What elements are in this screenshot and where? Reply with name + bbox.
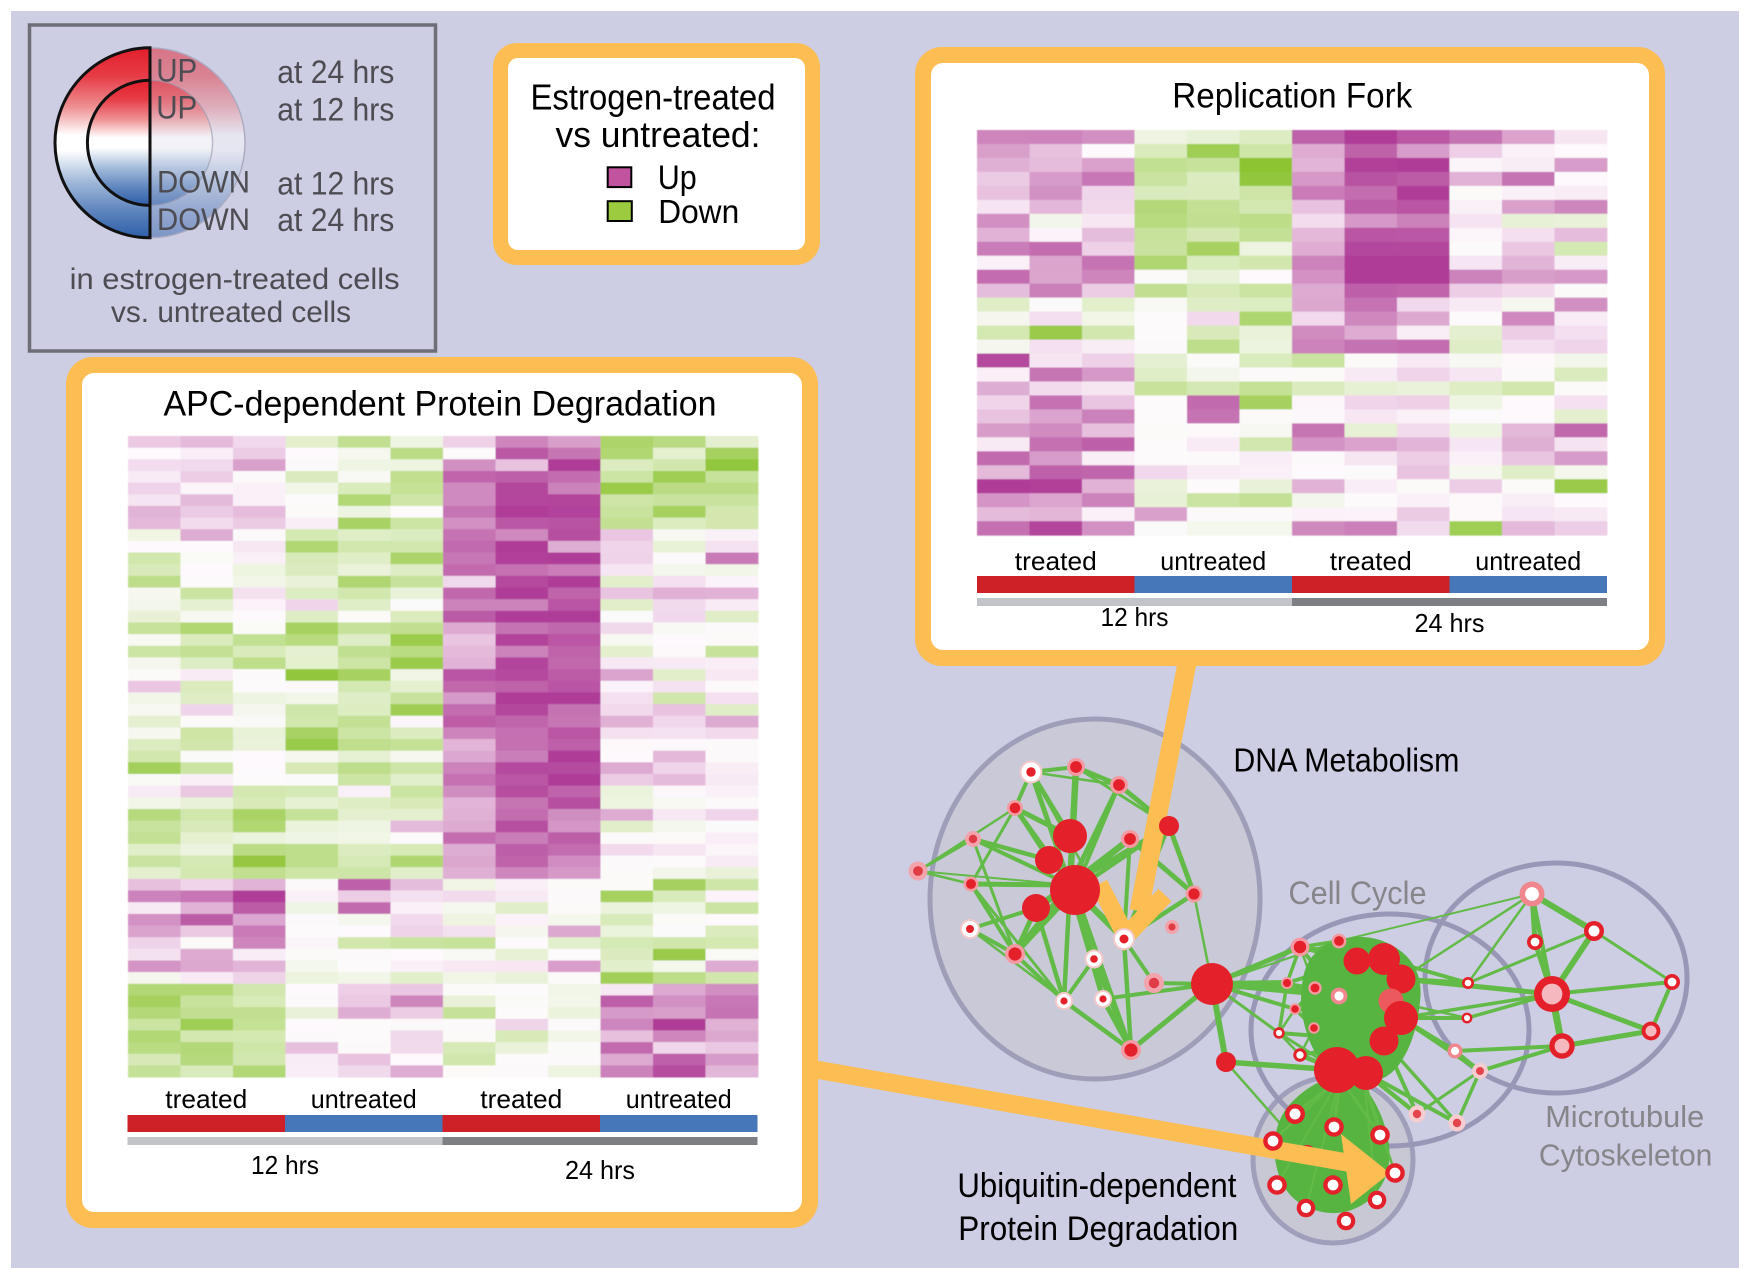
svg-text:Cytoskeleton: Cytoskeleton	[1539, 1137, 1713, 1172]
svg-text:untreated: untreated	[1475, 546, 1581, 576]
svg-text:Ubiquitin-dependent: Ubiquitin-dependent	[957, 1167, 1236, 1205]
svg-text:DNA Metabolism: DNA Metabolism	[1233, 741, 1459, 778]
svg-text:in estrogen-treated cells: in estrogen-treated cells	[70, 263, 400, 296]
svg-text:UP: UP	[156, 53, 197, 89]
svg-text:APC-dependent Protein Degradat: APC-dependent Protein Degradation	[164, 384, 717, 423]
svg-text:Down: Down	[658, 193, 739, 230]
svg-text:untreated: untreated	[311, 1084, 417, 1114]
svg-text:DOWN: DOWN	[157, 201, 250, 237]
svg-text:at 12 hrs: at 12 hrs	[277, 91, 394, 127]
svg-text:vs untreated:: vs untreated:	[556, 114, 761, 155]
svg-text:Protein Degradation: Protein Degradation	[958, 1210, 1238, 1248]
svg-text:untreated: untreated	[1160, 546, 1266, 576]
svg-text:vs. untreated cells: vs. untreated cells	[111, 296, 351, 329]
svg-text:untreated: untreated	[626, 1084, 732, 1114]
svg-text:Estrogen-treated: Estrogen-treated	[531, 76, 776, 117]
svg-text:24 hrs: 24 hrs	[1415, 608, 1485, 638]
svg-text:Replication Fork: Replication Fork	[1172, 76, 1412, 116]
svg-text:at 24 hrs: at 24 hrs	[277, 54, 394, 90]
svg-text:treated: treated	[480, 1084, 562, 1114]
svg-text:Microtubule: Microtubule	[1545, 1099, 1704, 1134]
svg-text:at 12 hrs: at 12 hrs	[277, 165, 394, 201]
svg-text:treated: treated	[1330, 546, 1412, 576]
svg-text:12 hrs: 12 hrs	[251, 1150, 319, 1180]
svg-text:24 hrs: 24 hrs	[565, 1155, 635, 1185]
svg-text:Up: Up	[658, 159, 697, 197]
svg-text:DOWN: DOWN	[157, 164, 250, 200]
svg-text:treated: treated	[1015, 546, 1097, 576]
svg-text:treated: treated	[165, 1084, 247, 1114]
svg-text:UP: UP	[156, 90, 197, 126]
svg-text:12 hrs: 12 hrs	[1101, 602, 1169, 632]
svg-text:Cell Cycle: Cell Cycle	[1289, 875, 1427, 911]
svg-text:at 24 hrs: at 24 hrs	[277, 202, 394, 238]
